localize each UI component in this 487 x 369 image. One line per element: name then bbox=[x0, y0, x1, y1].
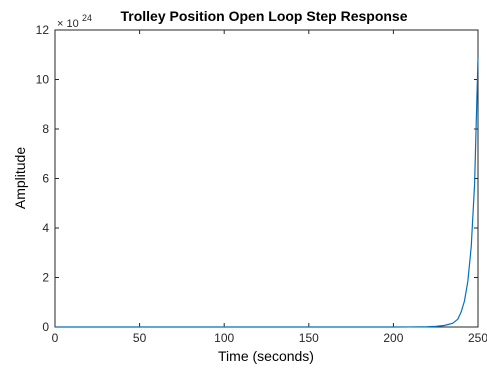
y-tick-label: 8 bbox=[42, 122, 49, 136]
plot-area bbox=[54, 29, 479, 328]
x-tick-label: 200 bbox=[383, 331, 403, 345]
y-tick-label: 6 bbox=[42, 172, 49, 186]
x-axis-ticks: 0 50 100 150 200 250 bbox=[52, 30, 487, 345]
y-axis-exponent-power: 24 bbox=[82, 13, 92, 23]
y-tick-label: 4 bbox=[42, 221, 49, 235]
x-tick-label: 250 bbox=[468, 331, 487, 345]
x-tick-label: 150 bbox=[299, 331, 319, 345]
x-tick-label: 0 bbox=[52, 331, 59, 345]
chart-title: Trolley Position Open Loop Step Response bbox=[120, 8, 407, 24]
y-tick-label: 2 bbox=[42, 271, 49, 285]
y-axis-label: Amplitude bbox=[12, 147, 28, 209]
y-tick-label: 0 bbox=[42, 320, 49, 334]
series-line-0 bbox=[55, 57, 479, 328]
x-tick-label: 50 bbox=[133, 331, 147, 345]
y-axis-exponent-base: × 10 bbox=[57, 18, 79, 30]
y-tick-label: 12 bbox=[36, 23, 50, 37]
x-tick-label: 100 bbox=[214, 331, 234, 345]
y-axis-ticks: 0 2 4 6 8 10 12 bbox=[36, 23, 478, 334]
series-layer bbox=[55, 57, 479, 328]
y-tick-label: 10 bbox=[36, 73, 50, 87]
x-axis-label: Time (seconds) bbox=[218, 348, 314, 364]
